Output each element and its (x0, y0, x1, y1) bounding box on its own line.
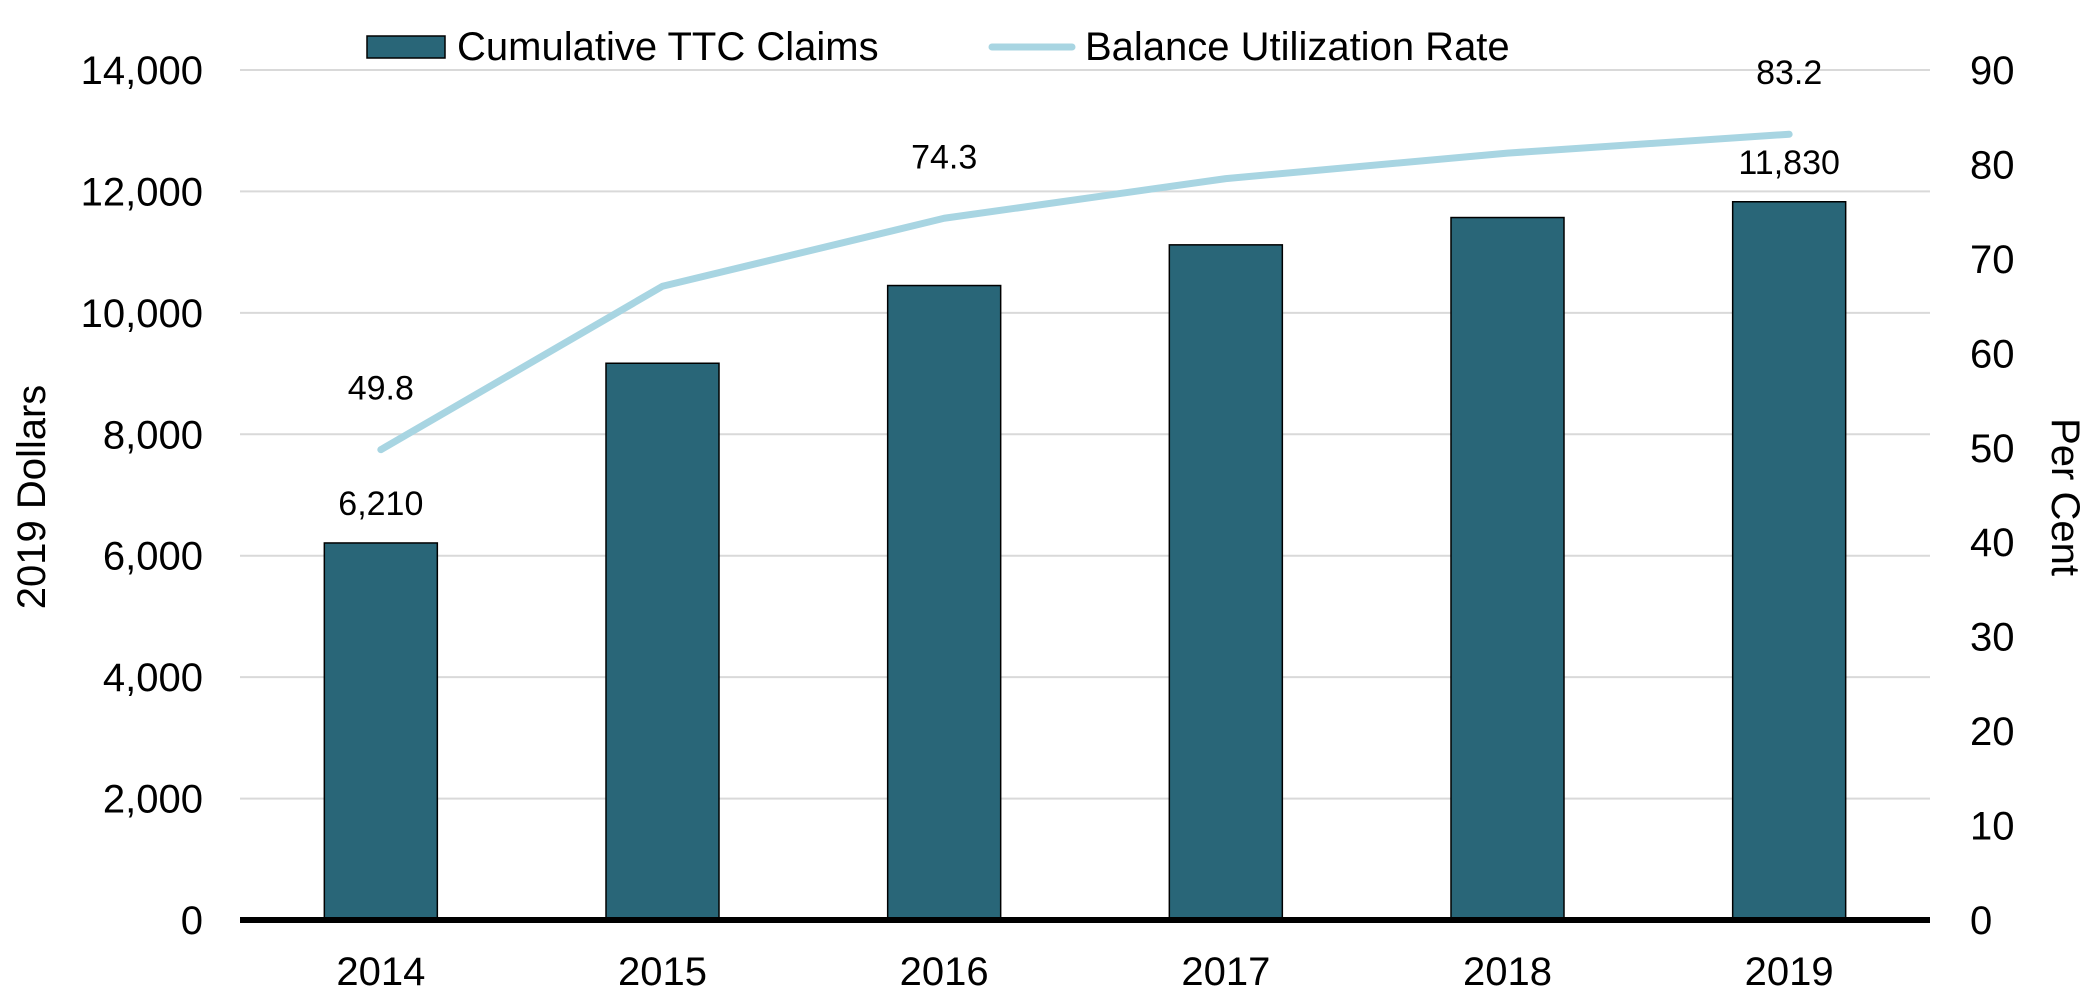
x-tick-label: 2017 (1181, 950, 1270, 994)
right-axis: 0 10 20 30 40 50 60 70 80 90 (1970, 49, 2015, 943)
y2-tick-label: 40 (1970, 521, 2015, 565)
y-axis-title: 2019 Dollars (10, 385, 54, 610)
y2-tick-label: 70 (1970, 238, 2015, 282)
x-tick-label: 2014 (336, 950, 425, 994)
legend: Cumulative TTC Claims Balance Utilization… (366, 25, 1510, 69)
y2-tick-label: 60 (1970, 332, 2015, 376)
y2-tick-label: 30 (1970, 616, 2015, 660)
y2-tick-label: 10 (1970, 805, 2015, 849)
y-tick-label: 4,000 (103, 656, 203, 700)
y-tick-label: 0 (181, 899, 203, 943)
y-tick-label: 6,000 (103, 535, 203, 579)
y2-tick-label: 90 (1970, 49, 2015, 93)
y2-tick-label: 50 (1970, 427, 2015, 471)
bar (1168, 244, 1284, 921)
legend-bar-swatch (366, 35, 446, 59)
y2-tick-label: 20 (1970, 710, 2015, 754)
y-tick-label: 8,000 (103, 413, 203, 457)
line-data-label: 49.8 (348, 370, 414, 408)
y-tick-label: 14,000 (81, 49, 203, 93)
bar-data-label: 6,210 (338, 485, 423, 523)
bar-data-label: 11,830 (1738, 144, 1839, 182)
y-tick-label: 2,000 (103, 778, 203, 822)
bar (323, 542, 439, 921)
rate-line (377, 130, 1793, 454)
gridlines (240, 69, 1930, 800)
x-tick-label: 2015 (618, 950, 707, 994)
bar (886, 284, 1002, 921)
y2-tick-label: 0 (1970, 899, 1992, 943)
bar (605, 362, 720, 921)
bars (323, 201, 1847, 921)
y-tick-label: 12,000 (81, 170, 203, 214)
x-tick-label: 2019 (1745, 950, 1834, 994)
line-data-label: 83.2 (1756, 54, 1822, 92)
x-tick-label: 2018 (1463, 950, 1552, 994)
y-tick-label: 10,000 (81, 292, 203, 336)
y2-axis-title: Per Cent (2043, 418, 2087, 576)
legend-label: Cumulative TTC Claims (457, 25, 879, 69)
bar (1450, 216, 1565, 921)
data-labels: 6,210 11,830 49.8 74.3 83.2 (338, 54, 1840, 523)
series-line (377, 130, 1793, 454)
bar (1731, 201, 1847, 921)
left-axis: 0 2,000 4,000 6,000 8,000 10,000 12,000 14,000 (81, 49, 203, 943)
y2-tick-label: 80 (1970, 143, 2015, 187)
x-axis: 2014 2015 2016 2017 2018 2019 (240, 917, 1930, 994)
line-data-label: 74.3 (911, 138, 977, 176)
x-tick-label: 2016 (900, 950, 989, 994)
legend-label: Balance Utilization Rate (1085, 25, 1510, 69)
